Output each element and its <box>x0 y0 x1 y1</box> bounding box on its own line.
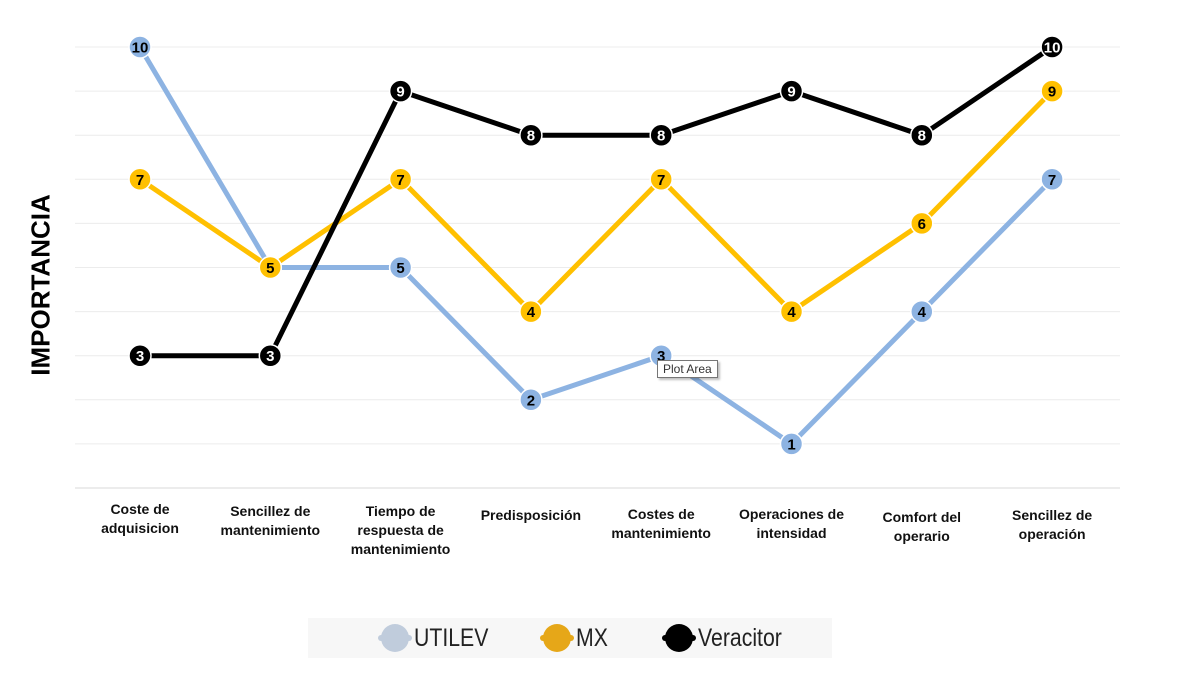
plot-area-tooltip: Plot Area <box>657 360 718 378</box>
category-label-line: operación <box>1018 526 1086 542</box>
category-label: Comfort del operario <box>852 508 992 546</box>
data-point-veracitor <box>128 343 152 368</box>
data-point-mx <box>1040 79 1064 103</box>
data-point-veracitor <box>910 123 934 147</box>
legend: UTILEV MX Veracitor <box>308 618 832 658</box>
data-point-veracitor <box>1040 35 1064 59</box>
y-axis-label: IMPORTANCIA <box>25 194 56 376</box>
legend-item-veracitor[interactable]: Veracitor <box>662 618 797 658</box>
data-point-veracitor <box>388 79 413 103</box>
category-label-line: mantenimiento <box>611 525 711 541</box>
data-label-utilev: 4 <box>918 304 927 321</box>
data-point-mx <box>258 255 283 280</box>
data-point-mx <box>649 167 673 192</box>
data-label-mx: 4 <box>787 304 796 321</box>
series-line-mx <box>137 88 1055 315</box>
category-label: Coste de adquisicion <box>70 500 210 538</box>
data-point-utilev <box>1040 167 1064 192</box>
category-label-line: Sencillez de <box>230 503 311 519</box>
data-label-mx: 4 <box>527 304 536 321</box>
data-point-mx <box>519 299 543 324</box>
category-label-line: Predisposición <box>480 507 582 523</box>
data-point-veracitor <box>649 123 673 147</box>
data-point-utilev <box>388 255 413 280</box>
data-point-mx <box>779 299 804 324</box>
category-label-line: Coste de <box>110 501 170 517</box>
series-line-utilev <box>137 44 1055 447</box>
data-label-veracitor: 8 <box>918 128 926 145</box>
category-label: Operaciones de intensidad <box>722 505 862 543</box>
category-label: Costes de mantenimiento <box>591 505 731 543</box>
legend-item-mx[interactable]: MX <box>540 618 614 658</box>
legend-label-veracitor: Veracitor <box>698 623 782 652</box>
category-label-line: Sencillez de <box>1012 507 1093 523</box>
data-label-utilev: 7 <box>1048 172 1056 189</box>
data-label-veracitor: 10 <box>1044 40 1061 57</box>
data-label-mx: 7 <box>136 172 144 189</box>
data-label-utilev: 5 <box>396 260 404 277</box>
data-label-mx: 7 <box>657 172 665 189</box>
legend-swatch-veracitor <box>662 624 696 652</box>
data-label-mx: 5 <box>266 260 274 277</box>
category-label: Sencillez de mantenimiento <box>200 502 340 540</box>
data-label-veracitor: 9 <box>396 84 404 101</box>
category-label-line: intensidad <box>756 525 827 541</box>
category-label-line: respuesta de <box>357 522 444 538</box>
data-point-utilev <box>910 299 934 324</box>
category-label-line: Tiempo de <box>365 503 436 519</box>
category-label-line: mantenimiento <box>350 541 451 557</box>
data-point-veracitor <box>258 343 283 368</box>
category-label-line: Operaciones de <box>738 506 845 522</box>
legend-item-utilev[interactable]: UTILEV <box>378 618 502 658</box>
legend-swatch-utilev <box>378 624 412 652</box>
data-label-utilev: 3 <box>657 348 665 365</box>
category-label: Predisposición <box>461 506 601 525</box>
data-label-veracitor: 9 <box>787 84 795 101</box>
data-label-utilev: 1 <box>787 436 795 453</box>
data-label-veracitor: 3 <box>266 348 274 365</box>
category-label-line: adquisicion <box>101 520 179 536</box>
series-line-veracitor <box>137 44 1055 359</box>
data-point-mx <box>910 211 934 236</box>
legend-swatch-mx <box>540 624 574 652</box>
category-label-line: operario <box>893 528 950 544</box>
data-label-utilev: 10 <box>132 40 149 57</box>
data-label-mx: 7 <box>396 172 404 189</box>
data-point-utilev <box>779 432 804 456</box>
category-label: Sencillez de operación <box>982 506 1122 544</box>
category-label-line: Comfort del <box>882 509 962 525</box>
data-label-mx: 9 <box>1048 84 1056 101</box>
data-point-veracitor <box>519 123 543 147</box>
data-point-mx <box>388 167 413 192</box>
legend-label-mx: MX <box>576 623 608 652</box>
data-label-utilev: 2 <box>527 392 535 409</box>
data-label-veracitor: 8 <box>657 128 665 145</box>
data-label-mx: 6 <box>918 216 926 233</box>
data-label-veracitor: 3 <box>136 348 144 365</box>
data-label-veracitor: 8 <box>527 128 535 145</box>
data-point-utilev <box>128 35 152 59</box>
data-point-utilev <box>519 388 543 412</box>
category-label-line: Costes de <box>627 506 695 522</box>
category-label: Tiempo de respuesta de mantenimiento <box>331 502 471 559</box>
data-point-veracitor <box>779 79 804 103</box>
data-point-mx <box>128 167 152 192</box>
category-label-line: mantenimiento <box>220 522 321 538</box>
legend-label-utilev: UTILEV <box>414 623 489 652</box>
